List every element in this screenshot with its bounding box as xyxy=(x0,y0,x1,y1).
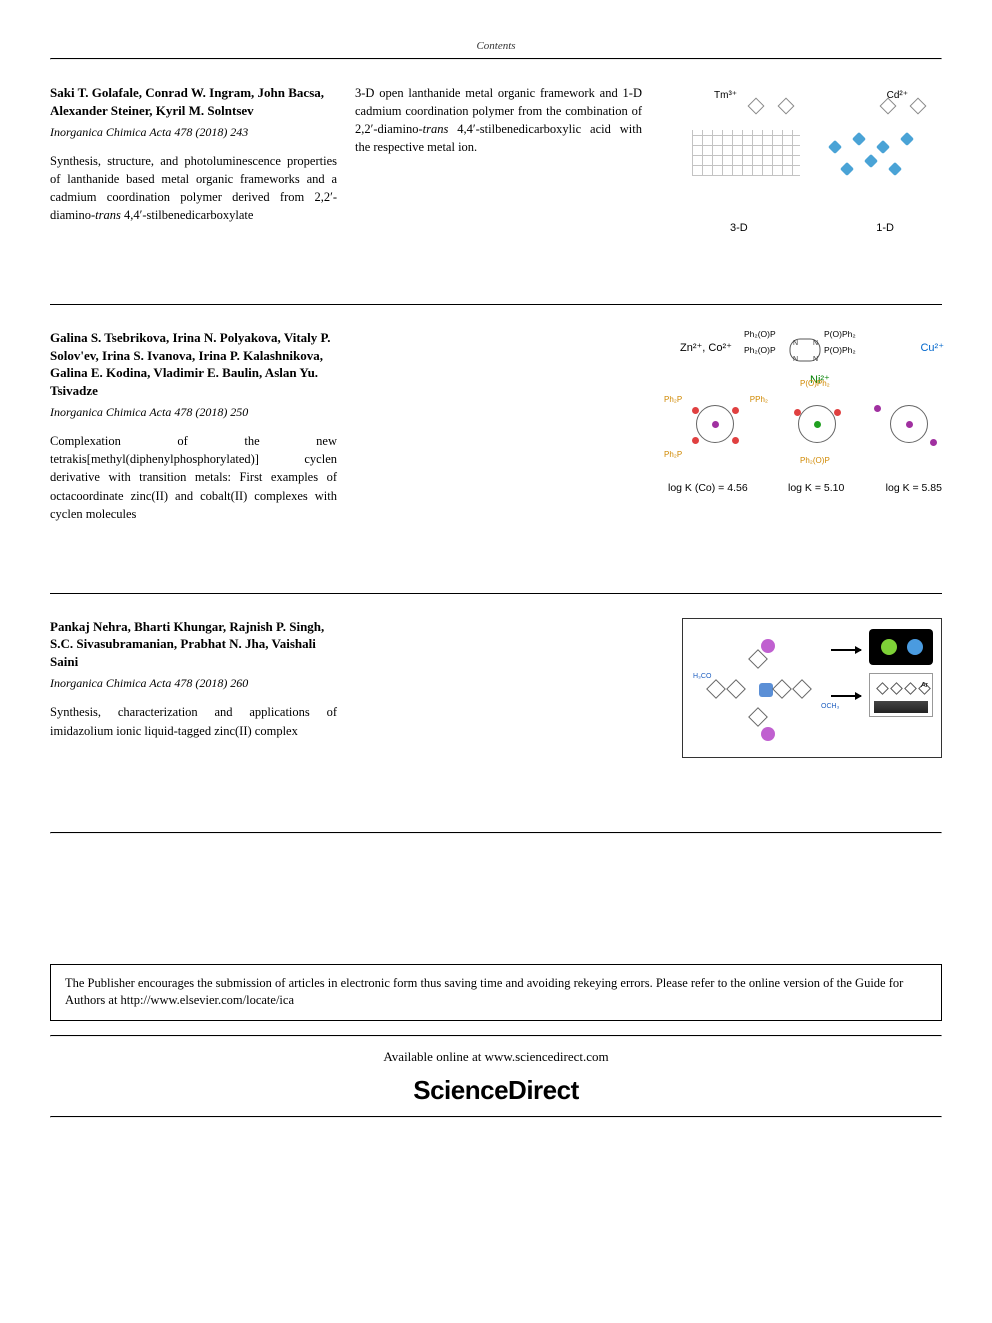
toc-entry: Pankaj Nehra, Bharti Khungar, Rajnish P.… xyxy=(50,618,942,808)
entry-figure: Ph₂(O)P P(O)Ph₂ Ph₂(O)P P(O)Ph₂ Zn²⁺, Co… xyxy=(660,329,950,494)
arrow-icon xyxy=(831,695,861,697)
product-inset-icon: Ar xyxy=(869,673,933,717)
entry-authors: Pankaj Nehra, Bharti Khungar, Rajnish P.… xyxy=(50,618,337,671)
complex-icon xyxy=(874,385,944,465)
entry-text-col: Pankaj Nehra, Bharti Khungar, Rajnish P.… xyxy=(50,618,355,740)
fig-label: Zn²⁺, Co²⁺ xyxy=(680,341,732,354)
publisher-note-section: The Publisher encourages the submission … xyxy=(50,964,942,1118)
page-header-label: Contents xyxy=(50,40,942,58)
lattice-icon xyxy=(692,130,800,176)
entry-citation: Inorganica Chimica Acta 478 (2018) 250 xyxy=(50,405,337,420)
svg-text:N: N xyxy=(813,356,818,363)
section-rule xyxy=(50,832,942,834)
footer-rule-bottom xyxy=(50,1116,942,1118)
fig-label: log K = 5.10 xyxy=(788,482,844,494)
molecule-sketch-icon xyxy=(746,94,796,124)
entry-figure-col: Tm³⁺ Cd²⁺ xyxy=(660,84,942,234)
molecule-sketch-icon xyxy=(878,94,928,124)
entry-blurb: 3-D open lanthanide metal organic framew… xyxy=(355,84,642,157)
complex-icon: Ph₂P PPh₂ Ph₂P xyxy=(666,385,766,465)
entry-figure: H₃CO OCH₃ Ar xyxy=(682,618,942,768)
fig-label: Cu²⁺ xyxy=(920,341,944,354)
entry-figure: Tm³⁺ Cd²⁺ xyxy=(682,84,942,234)
chain-icon xyxy=(824,130,932,176)
svg-text:N: N xyxy=(793,340,798,347)
publisher-note: The Publisher encourages the submission … xyxy=(50,964,942,1021)
fig-label: log K (Co) = 4.56 xyxy=(668,482,748,494)
cyclen-ring-icon: N N N N xyxy=(780,333,830,367)
zn-complex-icon: H₃CO OCH₃ xyxy=(703,643,833,739)
toc-entry: Saki T. Golafale, Conrad W. Ingram, John… xyxy=(50,84,942,305)
svg-text:N: N xyxy=(793,356,798,363)
complex-icon: P(O)Ph₂ Ph₂(O)P xyxy=(776,385,856,465)
svg-text:N: N xyxy=(813,340,818,347)
toc-entries: Saki T. Golafale, Conrad W. Ingram, John… xyxy=(50,60,942,808)
availability-text: Available online at www.sciencedirect.co… xyxy=(50,1049,942,1065)
entry-text-col: Galina S. Tsebrikova, Irina N. Polyakova… xyxy=(50,329,355,523)
sciencedirect-logo: ScienceDirect xyxy=(50,1075,942,1106)
fig-label: OCH₃ xyxy=(821,703,839,710)
entry-blurb-col: 3-D open lanthanide metal organic framew… xyxy=(355,84,660,157)
entry-citation: Inorganica Chimica Acta 478 (2018) 243 xyxy=(50,125,337,140)
fig-label: Ar xyxy=(921,682,928,689)
fig-label: 3-D xyxy=(730,222,748,234)
arrow-icon xyxy=(831,649,861,651)
entry-citation: Inorganica Chimica Acta 478 (2018) 260 xyxy=(50,676,337,691)
fig-label: Ph₂(O)P xyxy=(744,345,776,355)
entry-authors: Saki T. Golafale, Conrad W. Ingram, John… xyxy=(50,84,337,119)
toc-entry: Galina S. Tsebrikova, Irina N. Polyakova… xyxy=(50,329,942,594)
fluorescence-inset-icon xyxy=(869,629,933,665)
entry-figure-col: Ph₂(O)P P(O)Ph₂ Ph₂(O)P P(O)Ph₂ Zn²⁺, Co… xyxy=(660,329,950,494)
availability-block: Available online at www.sciencedirect.co… xyxy=(50,1037,942,1116)
entry-text-col: Saki T. Golafale, Conrad W. Ingram, John… xyxy=(50,84,355,225)
entry-abstract: Complexation of the new tetrakis[methyl(… xyxy=(50,432,337,523)
fig-label: 1-D xyxy=(876,222,894,234)
fig-label: Tm³⁺ xyxy=(714,90,737,101)
entry-authors: Galina S. Tsebrikova, Irina N. Polyakova… xyxy=(50,329,337,399)
entry-abstract: Synthesis, characterization and applicat… xyxy=(50,703,337,739)
fig-label: log K = 5.85 xyxy=(886,482,942,494)
entry-abstract: Synthesis, structure, and photoluminesce… xyxy=(50,152,337,225)
fig-label: H₃CO xyxy=(693,673,711,680)
fig-label: Ph₂(O)P xyxy=(744,329,776,339)
entry-figure-col: H₃CO OCH₃ Ar xyxy=(660,618,942,768)
